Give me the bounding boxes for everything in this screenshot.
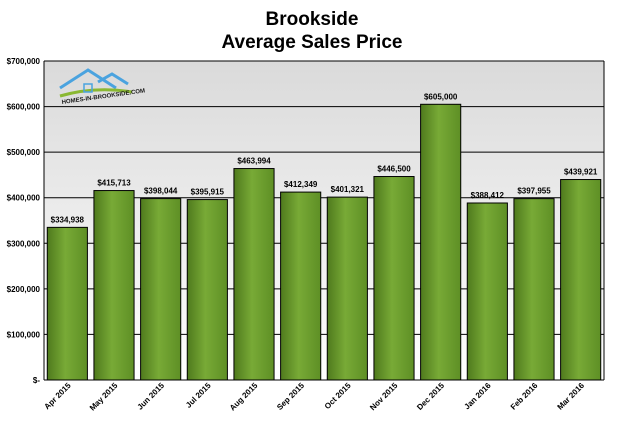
x-tick-label: Dec 2015 (415, 381, 446, 412)
house-icon (59, 68, 133, 98)
x-tick-label: May 2015 (88, 381, 120, 413)
bar (93, 190, 135, 381)
bar (373, 176, 415, 381)
data-label: $398,044 (144, 187, 178, 196)
data-label: $397,955 (517, 187, 551, 196)
y-tick-labels: $- $100,000 $200,000 $300,000 $400,000 $500,0… (7, 57, 41, 385)
data-labels: $334,938 $415,713 $398,044 $395,915 $463,994… (51, 92, 598, 224)
plot-background (44, 61, 604, 380)
x-tick-label: Feb 2016 (509, 381, 540, 412)
x-tick-label: Sep 2015 (275, 381, 306, 412)
data-label: $439,921 (564, 168, 598, 177)
bar (233, 168, 275, 381)
data-label: $334,938 (51, 215, 85, 224)
y-tick-label: $400,000 (7, 194, 41, 203)
bar (140, 198, 182, 381)
data-label: $446,500 (377, 165, 411, 174)
bar (46, 226, 88, 381)
chart-title-line-1: Brookside (265, 9, 359, 30)
bar (513, 198, 555, 381)
y-tick-label: $- (33, 376, 40, 385)
chart-title-line-2: Average Sales Price (221, 32, 403, 53)
plot-area (44, 61, 604, 380)
x-tick-label: Mar 2016 (555, 381, 586, 412)
x-tick-label: Oct 2015 (323, 381, 353, 411)
x-tick-label: Apr 2015 (42, 381, 73, 412)
y-tick-label: $700,000 (7, 57, 41, 66)
x-tick-label: Jul 2015 (184, 381, 213, 410)
x-tick-label: Jan 2016 (462, 381, 493, 412)
data-label: $388,412 (471, 191, 505, 200)
y-tick-label: $100,000 (7, 330, 41, 339)
bar (186, 199, 228, 381)
grid-lines (44, 60, 604, 381)
data-label: $605,000 (424, 92, 458, 101)
bar (326, 196, 368, 381)
bar (466, 202, 508, 381)
data-label: $415,713 (97, 179, 131, 188)
y-tick-label: $200,000 (7, 285, 41, 294)
bar (560, 179, 602, 381)
data-label: $412,349 (284, 180, 318, 189)
bar (280, 191, 322, 381)
x-tick-labels: Apr 2015 May 2015 Jun 2015 Jul 2015 Aug 2015… (42, 381, 586, 413)
x-tick-label: Aug 2015 (228, 381, 260, 413)
data-label: $395,915 (191, 188, 225, 197)
y-tick-label: $500,000 (7, 148, 41, 157)
x-tick-label: Jun 2015 (135, 381, 166, 412)
x-tick-label: Nov 2015 (368, 381, 400, 413)
axes (43, 61, 605, 381)
bar (420, 103, 462, 381)
y-tick-label: $300,000 (7, 239, 41, 248)
chart-title: Brookside Average Sales Price (0, 8, 624, 54)
y-tick-label: $600,000 (7, 103, 41, 112)
data-label: $463,994 (237, 157, 271, 166)
data-label: $401,321 (331, 185, 365, 194)
